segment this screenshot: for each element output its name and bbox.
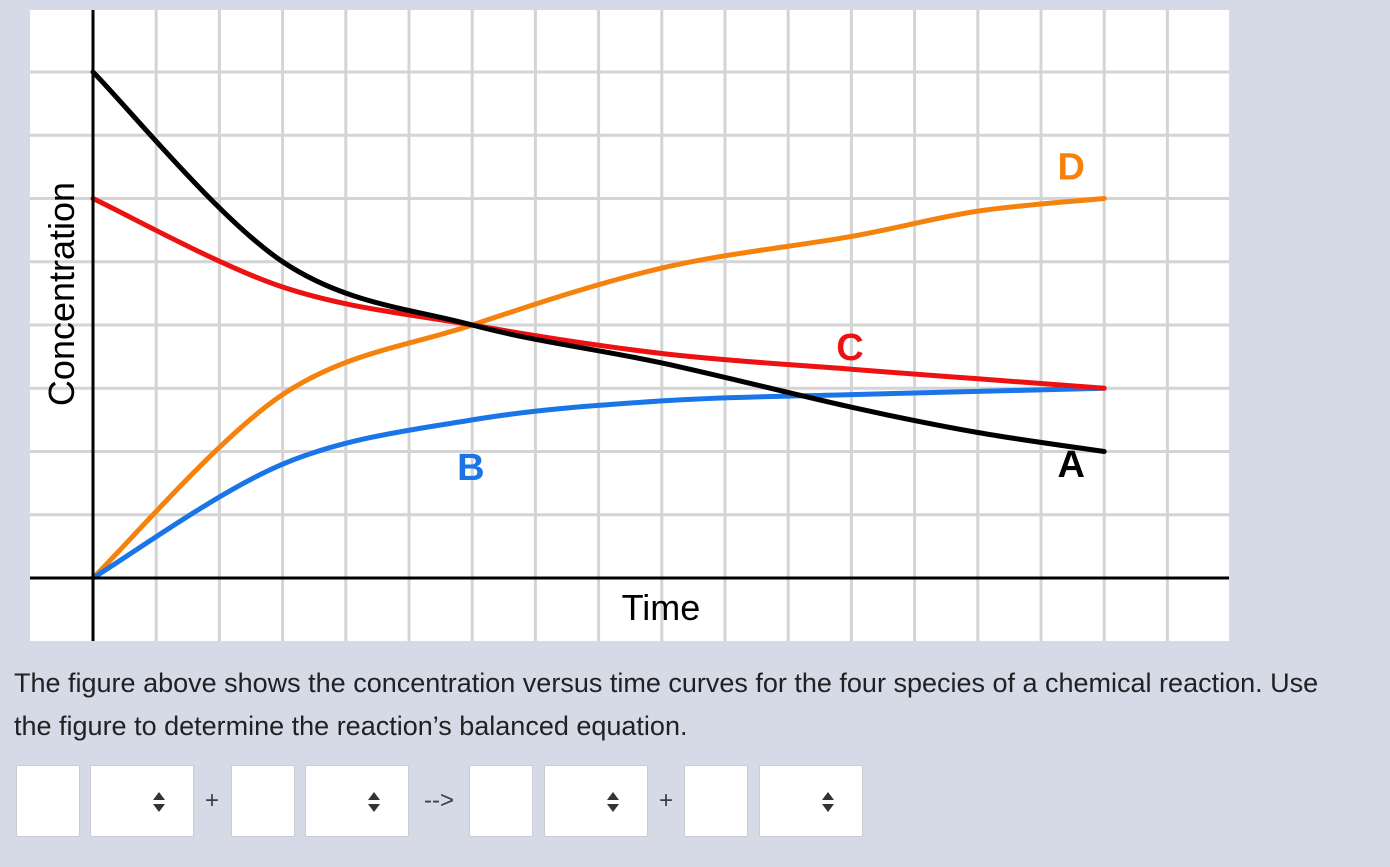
series-b-curve (90, 385, 1107, 581)
coefficient-input-3[interactable] (469, 765, 533, 837)
series-c-curve (90, 196, 1107, 391)
question-text: The figure above shows the concentration… (14, 668, 1319, 741)
species-select-3[interactable] (544, 765, 648, 837)
series-a-curve (90, 69, 1107, 454)
species-select-2[interactable] (305, 765, 409, 837)
species-select-4[interactable] (759, 765, 863, 837)
chart-curves (90, 69, 1107, 581)
plus-sign: + (658, 787, 673, 814)
up-down-caret-icon (607, 792, 619, 812)
plus-sign: + (204, 787, 219, 814)
equation-row: + --> + (0, 765, 900, 837)
reaction-arrow: --> (424, 787, 454, 814)
concentration-time-chart: Time Concentration A B C D (30, 10, 1229, 641)
y-axis-label: Concentration (41, 182, 82, 406)
series-label-d: D (1057, 147, 1084, 189)
species-select-1[interactable] (90, 765, 194, 837)
coefficient-input-2[interactable] (231, 765, 295, 837)
series-labels: A B C D (457, 147, 1085, 489)
series-label-b: B (457, 447, 484, 489)
up-down-caret-icon (822, 792, 834, 812)
chart-axes (30, 10, 1229, 641)
up-down-caret-icon (368, 792, 380, 812)
series-label-c: C (836, 327, 863, 369)
coefficient-input-1[interactable] (16, 765, 80, 837)
x-axis-label: Time (622, 587, 701, 628)
coefficient-input-4[interactable] (684, 765, 748, 837)
series-label-a: A (1057, 444, 1084, 486)
series-d-curve (90, 196, 1107, 581)
up-down-caret-icon (153, 792, 165, 812)
